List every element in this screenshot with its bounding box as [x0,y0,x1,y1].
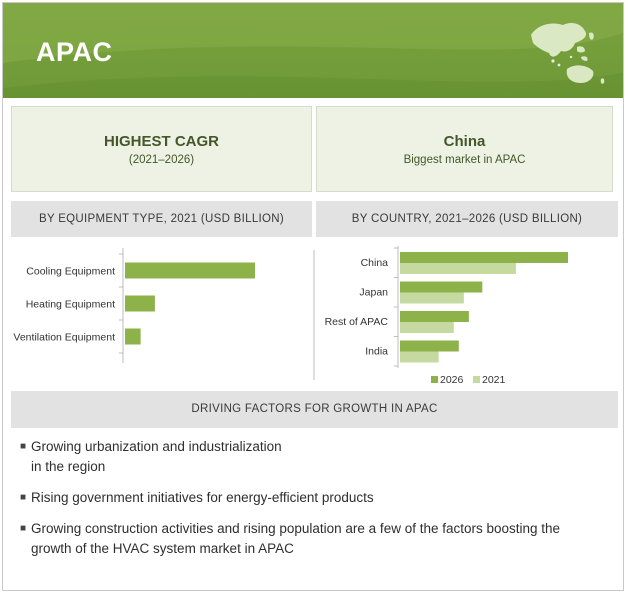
equipment-bar-heating-equipment [125,295,155,312]
country-chart-heading: BY COUNTRY, 2021–2026 (USD BILLION) [316,201,618,237]
drivers-heading: DRIVING FACTORS FOR GROWTH IN APAC [11,391,618,428]
driver-text-3-line-2: growth of the HVAC system market in APAC [31,541,294,556]
bullet-icon: ■ [20,441,27,452]
bullet-icon: ■ [20,523,27,534]
country-bar-rest-of-apac-2021 [400,322,454,333]
highest-cagr-label: HIGHEST CAGR [103,133,219,150]
country-bar-japan-2026 [400,281,483,293]
highest-cagr-period: (2021–2026) [128,154,195,166]
legend-swatch-2026 [431,376,438,383]
biggest-market-card: China Biggest market in APAC [316,106,613,192]
country-bar-china-2026 [400,252,568,263]
highest-cagr-card: HIGHEST CAGR (2021–2026) [11,106,312,192]
equipment-label-ventilation-equipment: Ventilation Equipment [13,332,115,344]
country-bar-chart: China Japan Rest of APAC India 2026 2021 [313,246,568,386]
apac-map-icon [531,23,605,84]
driver-text-2-line-1: Rising government initiatives for energy… [31,490,374,505]
equipment-bar-chart: Cooling Equipment Heating Equipment Ventil… [13,248,255,363]
region-title: APAC [36,37,113,67]
equipment-chart-heading: BY EQUIPMENT TYPE, 2021 (USD BILLION) [11,201,312,237]
header-banner: APAC [3,3,623,98]
country-label-japan: Japan [359,287,388,299]
equipment-bar-cooling-equipment [125,262,255,279]
header-wave-decoration [3,3,623,98]
biggest-market-country: China [443,133,486,150]
country-bar-india-2021 [400,351,439,363]
driver-text-1-line-2: in the region [31,459,106,474]
equipment-bar-ventilation-equipment [125,328,141,345]
country-label-rest-of-apac: Rest of APAC [325,316,389,328]
country-bar-india-2026 [400,340,459,352]
driver-text-3-line-1: Growing construction activities and risi… [31,521,561,536]
legend-label-2026: 2026 [440,374,464,386]
country-bar-china-2021 [400,263,516,274]
equipment-label-heating-equipment: Heating Equipment [26,299,115,311]
country-bar-japan-2021 [400,292,464,304]
biggest-market-caption: Biggest market in APAC [403,154,526,166]
country-label-china: China [361,257,389,269]
legend-swatch-2021 [473,376,480,383]
equipment-label-cooling-equipment: Cooling Equipment [26,266,115,278]
country-bar-rest-of-apac-2026 [400,311,469,322]
legend-label-2021: 2021 [482,374,506,386]
driver-text-1-line-1: Growing urbanization and industrializati… [31,439,282,454]
bullet-icon: ■ [20,492,27,503]
country-label-india: India [365,346,388,358]
